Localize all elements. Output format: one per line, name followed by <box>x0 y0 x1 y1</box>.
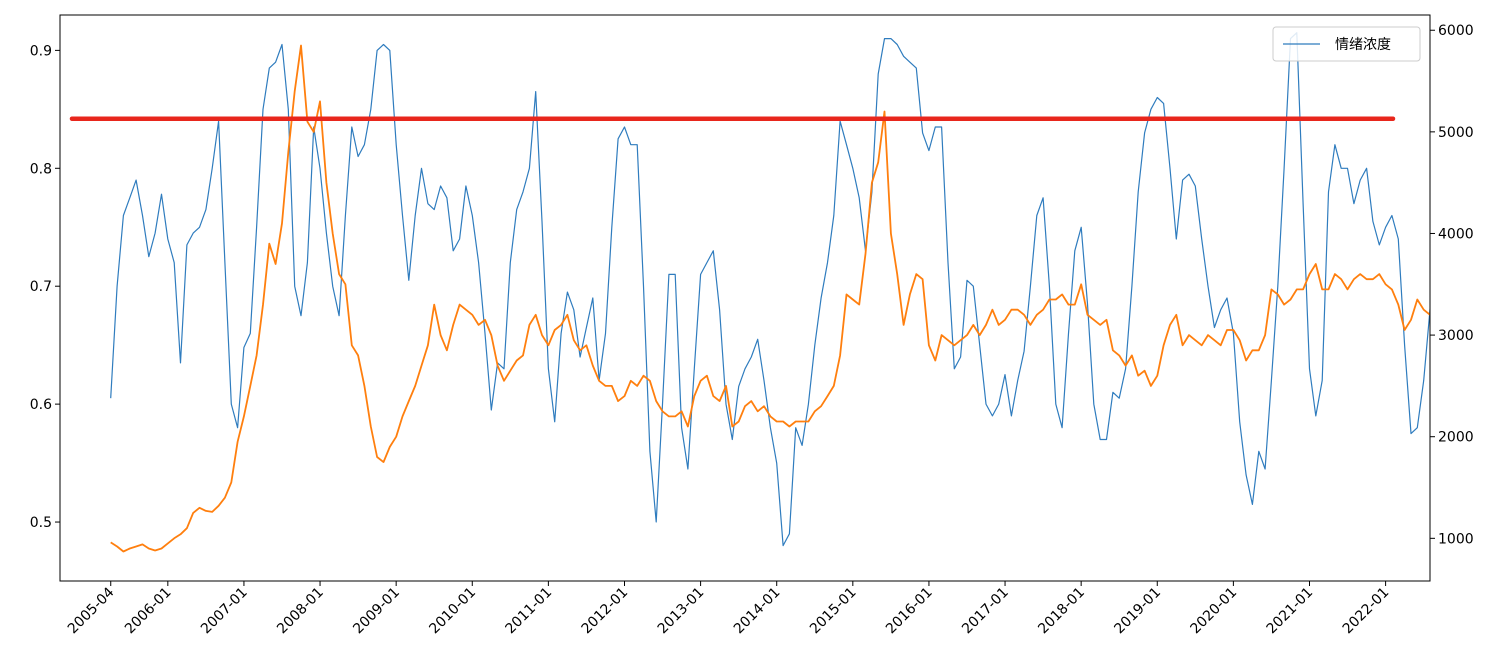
x-tick-label: 2018-01 <box>1035 585 1088 638</box>
right-tick-label: 3000 <box>1438 328 1474 344</box>
series-line-emotion-concentration <box>110 32 1430 547</box>
left-tick-label: 0.5 <box>30 515 52 531</box>
legend-entry-label: 情绪浓度 <box>1335 37 1391 53</box>
legend-box <box>1272 26 1421 62</box>
x-tick-label: 2009-01 <box>350 585 403 638</box>
legend: 情绪浓度 <box>1272 26 1421 62</box>
x-tick-label: 2020-01 <box>1188 585 1241 638</box>
x-tick-label: 2015-01 <box>807 585 860 638</box>
x-tick-label: 2014-01 <box>731 585 784 638</box>
x-tick-label: 2008-01 <box>274 585 327 638</box>
right-y-axis: 1000 2000 3000 4000 5000 6000 <box>1430 23 1474 547</box>
x-tick-label: 2006-01 <box>122 585 175 638</box>
x-tick-label: 2012-01 <box>579 585 632 638</box>
x-tick-label: 2007-01 <box>198 585 251 638</box>
x-tick-label: 2022-01 <box>1340 585 1393 638</box>
x-tick-label: 2013-01 <box>655 585 708 638</box>
x-tick-label: 2010-01 <box>426 585 479 638</box>
series-layer <box>110 32 1430 553</box>
left-tick-label: 0.8 <box>30 161 52 177</box>
plot-frame <box>59 14 1431 582</box>
right-tick-label: 5000 <box>1438 125 1474 141</box>
x-tick-label: 2005-04 <box>65 584 118 637</box>
series-line-right-axis <box>110 44 1430 553</box>
x-tick-label: 2021-01 <box>1264 585 1317 638</box>
right-tick-label: 2000 <box>1438 430 1474 446</box>
x-tick-label: 2011-01 <box>503 585 556 638</box>
left-y-axis: 0.5 0.6 0.7 0.8 0.9 <box>30 43 60 531</box>
x-tick-label: 2017-01 <box>959 585 1012 638</box>
right-tick-label: 4000 <box>1438 226 1474 242</box>
right-tick-label: 1000 <box>1438 531 1474 547</box>
x-tick-label: 2016-01 <box>883 585 936 638</box>
left-tick-label: 0.7 <box>30 279 52 295</box>
x-tick-label: 2019-01 <box>1111 585 1164 638</box>
x-axis: 2005-04 2006-01 2007-01 2008-01 2009-01 2010-… <box>65 581 1393 638</box>
right-tick-label: 6000 <box>1438 23 1474 39</box>
left-tick-label: 0.6 <box>30 397 52 413</box>
left-tick-label: 0.9 <box>30 43 52 59</box>
